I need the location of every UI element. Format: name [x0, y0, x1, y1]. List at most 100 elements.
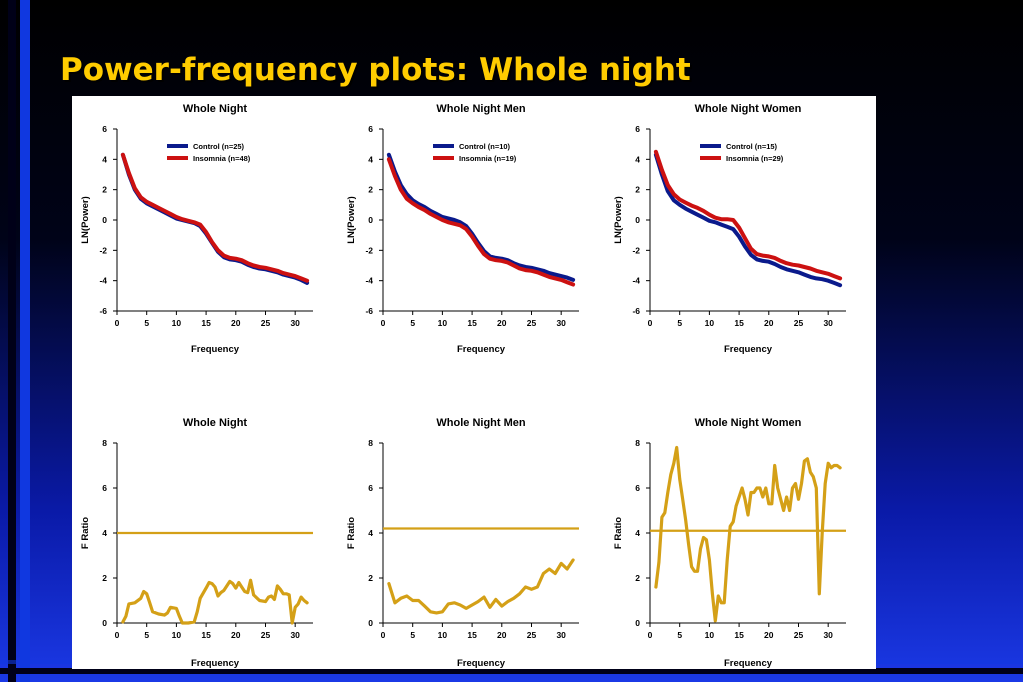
chart-1: Whole Night -6 -4 -2 0 2 4 6 0 5 10 15 20 25 30 Frequen…: [80, 103, 313, 355]
x-tick-label: 30: [290, 318, 300, 328]
x-tick-label: 25: [527, 630, 537, 640]
y-tick-label: 6: [102, 483, 107, 493]
x-tick-label: 10: [705, 318, 715, 328]
chart-title: Whole Night: [183, 103, 247, 115]
chart-6: Whole Night Women 0 2 4 6 8 0 5 10 15 20 25 30 Freque…: [613, 417, 846, 669]
x-tick-label: 15: [201, 630, 211, 640]
x-tick-label: 30: [290, 630, 300, 640]
slide-title: Power-frequency plots: Whole night: [60, 52, 691, 88]
chart-title: Whole Night Men: [436, 103, 525, 115]
x-tick-label: 0: [115, 318, 120, 328]
y-axis-label: LN(Power): [613, 196, 624, 244]
x-axis-label: Frequency: [457, 658, 506, 669]
y-tick-label: 6: [102, 124, 107, 134]
legend-label: Control (n=10): [459, 142, 511, 151]
x-tick-label: 25: [527, 318, 537, 328]
chart-2: Whole Night Men -6 -4 -2 0 2 4 6 0 5 10 15 20 25 30 Fre…: [346, 103, 579, 355]
y-axis-label: F Ratio: [80, 517, 91, 549]
x-tick-label: 20: [231, 318, 241, 328]
f-ratio-series-line: [121, 578, 309, 625]
y-tick-label: 0: [102, 215, 107, 225]
x-tick-label: 5: [677, 630, 682, 640]
x-axis-label: Frequency: [457, 344, 506, 355]
x-tick-label: 5: [144, 318, 149, 328]
x-tick-label: 15: [734, 318, 744, 328]
chart-title: Whole Night: [183, 417, 247, 429]
x-tick-label: 25: [261, 318, 271, 328]
x-tick-label: 10: [438, 318, 448, 328]
y-tick-label: 2: [102, 185, 107, 195]
x-tick-label: 30: [556, 630, 566, 640]
y-tick-label: 4: [102, 528, 107, 538]
x-tick-label: 15: [467, 630, 477, 640]
y-axis-label: LN(Power): [80, 196, 91, 244]
y-tick-label: 4: [368, 154, 373, 164]
y-tick-label: -2: [365, 245, 373, 255]
x-tick-label: 25: [261, 630, 271, 640]
control-series-line: [120, 152, 310, 285]
x-tick-label: 20: [497, 630, 507, 640]
y-tick-label: 4: [368, 528, 373, 538]
y-tick-label: 0: [102, 618, 107, 628]
x-tick-label: 30: [823, 630, 833, 640]
y-axis-label: LN(Power): [346, 196, 357, 244]
y-tick-label: 0: [368, 215, 373, 225]
y-tick-label: 8: [635, 438, 640, 448]
chart-title: Whole Night Men: [436, 417, 525, 429]
chart-5: Whole Night Men 0 2 4 6 8 0 5 10 15 20 25 30 Frequenc…: [346, 417, 579, 669]
x-tick-label: 5: [677, 318, 682, 328]
x-tick-label: 20: [231, 630, 241, 640]
x-tick-label: 10: [438, 630, 448, 640]
x-tick-label: 20: [497, 318, 507, 328]
x-axis-label: Frequency: [724, 344, 773, 355]
y-tick-label: 4: [635, 154, 640, 164]
y-tick-label: -6: [632, 306, 640, 316]
chart-4: Whole Night 0 2 4 6 8 0 5 10 15 20 25 30 Frequency F R…: [80, 417, 313, 669]
y-tick-label: 4: [635, 528, 640, 538]
x-tick-label: 30: [556, 318, 566, 328]
chart-title: Whole Night Women: [695, 103, 802, 115]
f-ratio-series-line: [654, 445, 842, 623]
y-tick-label: -6: [365, 306, 373, 316]
y-tick-label: 2: [102, 573, 107, 583]
x-tick-label: 25: [794, 318, 804, 328]
y-tick-label: 2: [368, 185, 373, 195]
decorative-bar-blue: [20, 0, 30, 682]
legend-label: Control (n=15): [726, 142, 778, 151]
legend: Control (n=25) Insomnia (n=48): [167, 142, 251, 163]
y-tick-label: 6: [368, 483, 373, 493]
insomnia-series-line: [386, 157, 576, 287]
y-tick-label: 8: [368, 438, 373, 448]
control-series-line: [653, 152, 843, 288]
x-tick-label: 0: [115, 630, 120, 640]
legend: Control (n=15) Insomnia (n=29): [700, 142, 784, 163]
y-tick-label: 8: [102, 438, 107, 448]
insomnia-series-line: [120, 152, 310, 283]
y-tick-label: 6: [368, 124, 373, 134]
x-tick-label: 20: [764, 318, 774, 328]
y-tick-label: 2: [635, 573, 640, 583]
x-tick-label: 20: [764, 630, 774, 640]
y-tick-label: 4: [102, 154, 107, 164]
x-tick-label: 10: [172, 318, 182, 328]
y-tick-label: -4: [365, 276, 373, 286]
control-series-line: [386, 152, 576, 282]
chart-3: Whole Night Women -6 -4 -2 0 2 4 6 0 5 10 15 20 25 30 F…: [613, 103, 846, 355]
x-tick-label: 10: [172, 630, 182, 640]
y-tick-label: -4: [632, 276, 640, 286]
legend-label: Control (n=25): [193, 142, 245, 151]
y-tick-label: 2: [368, 573, 373, 583]
x-tick-label: 15: [201, 318, 211, 328]
y-tick-label: 2: [635, 185, 640, 195]
legend-label: Insomnia (n=19): [459, 154, 517, 163]
x-tick-label: 5: [410, 318, 415, 328]
legend-label: Insomnia (n=29): [726, 154, 784, 163]
x-tick-label: 5: [144, 630, 149, 640]
x-tick-label: 25: [794, 630, 804, 640]
y-tick-label: 6: [635, 483, 640, 493]
insomnia-series-line: [653, 149, 843, 281]
x-tick-label: 10: [705, 630, 715, 640]
x-axis-label: Frequency: [724, 658, 773, 669]
y-tick-label: 0: [635, 618, 640, 628]
